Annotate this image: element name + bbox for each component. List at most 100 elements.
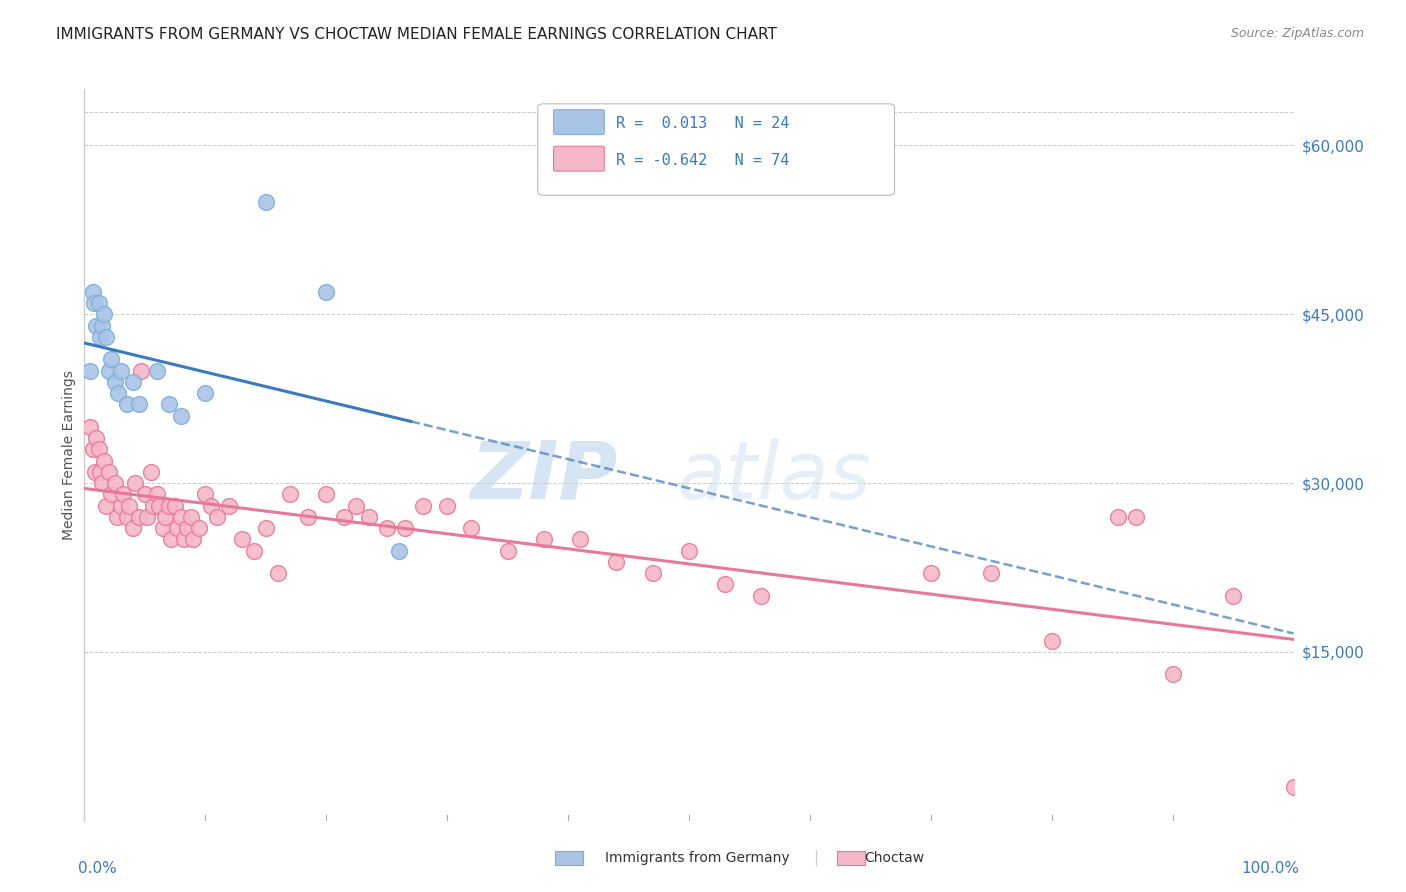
Point [157, 397, 180, 411]
Point [267, 566, 290, 580]
Point [94, 499, 117, 513]
Point [104, 375, 127, 389]
Point [496, 543, 519, 558]
Point [79, 363, 101, 377]
Point [357, 509, 380, 524]
Text: Immigrants from Germany: Immigrants from Germany [605, 851, 789, 865]
Point [146, 487, 169, 501]
Point [107, 386, 129, 401]
Point [86, 431, 108, 445]
Point [1040, 633, 1063, 648]
Point [118, 499, 141, 513]
Point [207, 509, 229, 524]
Point [128, 397, 150, 411]
Point [1161, 667, 1184, 681]
Point [254, 194, 277, 209]
Point [231, 533, 253, 547]
Text: IMMIGRANTS FROM GERMANY VS CHOCTAW MEDIAN FEMALE EARNINGS CORRELATION CHART: IMMIGRANTS FROM GERMANY VS CHOCTAW MEDIA… [56, 27, 778, 42]
Point [1107, 509, 1129, 524]
Point [139, 465, 162, 479]
Point [87, 442, 110, 457]
Point [91, 476, 114, 491]
Point [160, 533, 183, 547]
Point [93, 453, 115, 467]
Point [569, 533, 592, 547]
Point [105, 509, 128, 524]
Point [412, 499, 434, 513]
Point [1222, 589, 1244, 603]
Point [200, 499, 222, 513]
Point [181, 533, 204, 547]
Point [112, 487, 135, 501]
Point [155, 509, 177, 524]
FancyBboxPatch shape [538, 103, 894, 195]
FancyBboxPatch shape [554, 146, 605, 171]
Text: 100.0%: 100.0% [1241, 861, 1299, 876]
Point [129, 363, 152, 377]
Point [170, 509, 193, 524]
Point [115, 397, 138, 411]
Point [176, 521, 198, 535]
Point [84, 465, 107, 479]
Point [920, 566, 942, 580]
Point [104, 476, 127, 491]
Point [146, 363, 169, 377]
Point [333, 509, 356, 524]
Point [97, 363, 120, 377]
Point [82, 285, 104, 299]
Point [148, 499, 170, 513]
Point [94, 330, 117, 344]
Text: Source: ZipAtlas.com: Source: ZipAtlas.com [1230, 27, 1364, 40]
Point [124, 476, 146, 491]
Point [157, 499, 180, 513]
Point [121, 521, 143, 535]
Point [173, 533, 195, 547]
Text: |: | [813, 850, 818, 866]
Point [115, 509, 138, 524]
Point [82, 442, 104, 457]
Point [166, 521, 188, 535]
Point [121, 375, 143, 389]
Point [128, 509, 150, 524]
Point [79, 419, 101, 434]
Point [218, 499, 240, 513]
Point [678, 543, 700, 558]
Point [136, 509, 159, 524]
Point [170, 409, 193, 423]
Point [254, 521, 277, 535]
Text: 0.0%: 0.0% [79, 861, 117, 876]
Point [297, 509, 319, 524]
Point [100, 352, 122, 367]
Point [188, 521, 211, 535]
Point [110, 363, 132, 377]
Point [605, 555, 627, 569]
Y-axis label: Median Female Earnings: Median Female Earnings [62, 370, 76, 540]
Text: R =  0.013   N = 24: R = 0.013 N = 24 [616, 116, 790, 131]
Point [751, 589, 773, 603]
Point [93, 307, 115, 321]
Point [388, 543, 411, 558]
Point [980, 566, 1002, 580]
Point [91, 318, 114, 333]
Point [83, 296, 105, 310]
Point [194, 386, 217, 401]
Text: ZIP: ZIP [470, 438, 617, 516]
Point [1125, 509, 1147, 524]
Point [194, 487, 217, 501]
Point [315, 487, 337, 501]
Text: R = -0.642   N = 74: R = -0.642 N = 74 [616, 153, 790, 168]
Point [86, 318, 108, 333]
Point [533, 533, 555, 547]
Point [242, 543, 264, 558]
Point [110, 499, 132, 513]
Point [394, 521, 416, 535]
Text: atlas: atlas [676, 438, 870, 516]
Point [89, 465, 111, 479]
Point [346, 499, 368, 513]
Point [641, 566, 664, 580]
FancyBboxPatch shape [554, 110, 605, 135]
Point [315, 285, 337, 299]
Point [134, 487, 156, 501]
Point [100, 487, 122, 501]
Point [714, 577, 737, 591]
